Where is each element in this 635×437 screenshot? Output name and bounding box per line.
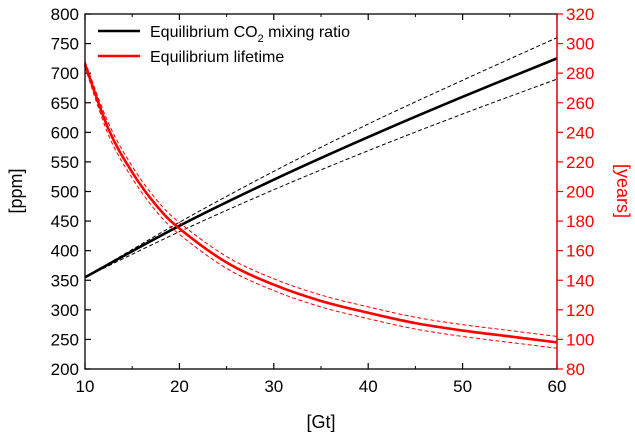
y-right-tick-label: 200 <box>566 183 594 202</box>
x-tick-label: 10 <box>76 377 95 396</box>
y-right-axis-title: [years] <box>613 164 633 218</box>
y-left-tick-label: 650 <box>51 94 79 113</box>
y-right-tick-label: 100 <box>566 330 594 349</box>
y-right-tick-label: 140 <box>566 271 594 290</box>
y-right-tick-label: 180 <box>566 212 594 231</box>
y-left-tick-label: 300 <box>51 301 79 320</box>
x-tick-label: 60 <box>548 377 567 396</box>
y-left-axis-title: [ppm] <box>6 168 26 213</box>
y-right-tick-label: 240 <box>566 123 594 142</box>
x-tick-label: 20 <box>170 377 189 396</box>
y-right-tick-label: 80 <box>566 360 585 379</box>
y-left-tick-label: 750 <box>51 35 79 54</box>
x-axis-title: [Gt] <box>306 412 335 432</box>
series-lifetime-upper-bound <box>84 61 558 337</box>
plot-frame <box>84 13 558 370</box>
y-left-tick-label: 800 <box>51 5 79 24</box>
y-left-tick-label: 700 <box>51 64 79 83</box>
y-right-tick-label: 220 <box>566 153 594 172</box>
series-lifetime-lower-bound <box>84 67 558 349</box>
series-co2-line <box>84 57 558 279</box>
legend: Equilibrium CO2 mixing ratio Equilibrium… <box>98 24 350 66</box>
y-left-tick-label: 550 <box>51 153 79 172</box>
series-co2-lower-bound <box>84 78 558 278</box>
y-left-tick-label: 350 <box>51 271 79 290</box>
y-left-tick-label: 400 <box>51 242 79 261</box>
y-left-tick-label: 600 <box>51 123 79 142</box>
series-co2-upper-bound <box>84 37 558 278</box>
y-right-tick-label: 320 <box>566 5 594 24</box>
y-right-tick-label: 280 <box>566 64 594 83</box>
series-layer <box>83 37 558 349</box>
legend-subscript: 2 <box>258 33 264 45</box>
y-left-tick-label: 450 <box>51 212 79 231</box>
series-lifetime-line <box>83 63 558 344</box>
legend-label-co2: Equilibrium CO2 mixing ratio <box>150 24 350 45</box>
y-right-tick-label: 120 <box>566 301 594 320</box>
y-left-tick-label: 250 <box>51 330 79 349</box>
x-tick-label: 50 <box>453 377 472 396</box>
y-right-tick-label: 300 <box>566 35 594 54</box>
y-right-tick-label: 160 <box>566 242 594 261</box>
y-left-tick-label: 200 <box>51 360 79 379</box>
y-left-tick-label: 500 <box>51 183 79 202</box>
ticks-layer: 10 20 30 40 50 60 200 250 300 350 400 450 500 550 600 6… <box>51 5 595 396</box>
x-tick-label: 30 <box>264 377 283 396</box>
legend-label-lifetime: Equilibrium lifetime <box>150 49 284 66</box>
y-right-tick-label: 260 <box>566 94 594 113</box>
x-tick-label: 40 <box>359 377 378 396</box>
